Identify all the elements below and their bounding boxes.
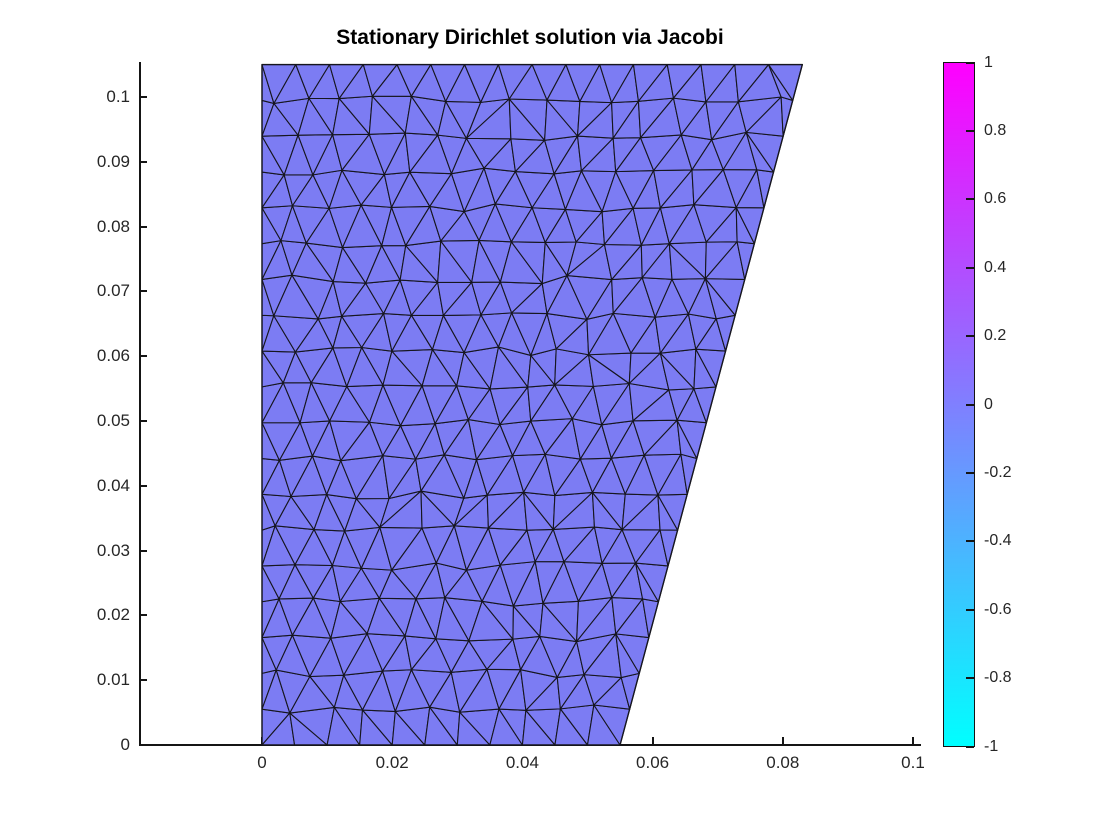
x-axis-line xyxy=(139,744,921,746)
x-tick-label: 0.08 xyxy=(766,753,800,772)
x-tick xyxy=(912,737,914,744)
x-tick xyxy=(261,737,263,744)
x-tick-label: 0.06 xyxy=(636,753,670,772)
y-tick xyxy=(140,614,147,617)
y-tick xyxy=(140,549,147,552)
y-tick-label: 0.02 xyxy=(96,605,130,625)
x-tick xyxy=(521,737,524,744)
y-tick xyxy=(140,96,147,98)
y-axis-line xyxy=(139,62,141,746)
x-tick-label: 0.02 xyxy=(375,753,409,772)
y-tick-label: 0 xyxy=(120,735,130,754)
x-tick-label: 0 xyxy=(257,753,267,772)
y-tick xyxy=(140,160,147,163)
y-tick-label: 0.04 xyxy=(96,475,130,495)
y-tick-label: 0.03 xyxy=(96,540,130,560)
y-tick-label: 0.05 xyxy=(96,411,130,430)
y-tick xyxy=(140,744,147,746)
y-tick-label: 0.08 xyxy=(96,216,130,236)
y-tick-label: 0.06 xyxy=(96,346,130,366)
x-tick xyxy=(391,737,394,744)
y-tick-label: 0.01 xyxy=(96,670,130,690)
y-tick-label: 0.09 xyxy=(96,151,130,171)
y-tick xyxy=(140,484,147,487)
x-tick xyxy=(781,737,784,744)
x-tick-label: 0.1 xyxy=(901,753,925,772)
y-tick-label: 0.1 xyxy=(106,87,130,106)
x-tick-label: 0.04 xyxy=(505,753,539,772)
y-tick xyxy=(140,290,147,293)
y-tick xyxy=(140,225,147,228)
x-tick xyxy=(651,737,654,744)
y-tick-label: 0.07 xyxy=(96,281,130,301)
y-tick xyxy=(140,420,147,422)
y-tick xyxy=(140,355,147,358)
y-tick xyxy=(140,679,147,682)
